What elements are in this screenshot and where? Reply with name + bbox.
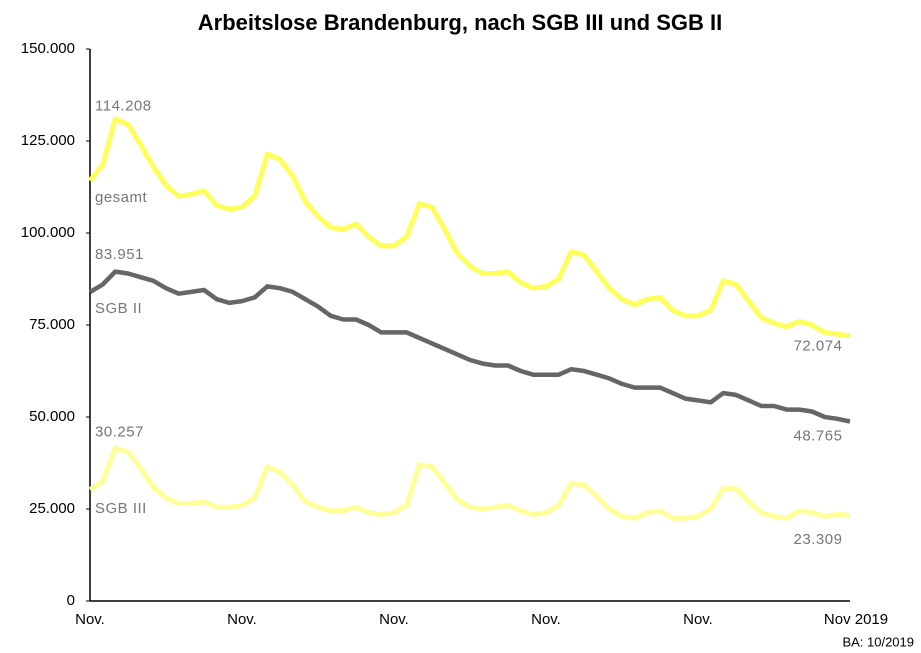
value-label: 30.257: [95, 424, 144, 441]
value-label: 23.309: [794, 531, 843, 548]
series-line: [88, 269, 851, 424]
series-label: gesamt: [95, 189, 148, 206]
value-label: 48.765: [794, 428, 843, 445]
y-tick-label: 150.000: [21, 40, 75, 57]
y-tick-label: 75.000: [29, 316, 75, 333]
series-line: [88, 116, 851, 339]
value-label: 83.951: [95, 246, 144, 263]
value-label: 114.208: [95, 98, 152, 115]
series-line: [88, 445, 851, 521]
series-label: SGB III: [95, 500, 147, 517]
y-tick-label: 0: [67, 592, 75, 609]
value-label: 72.074: [794, 338, 843, 355]
series-label: SGB II: [95, 300, 142, 317]
y-tick-label: 50.000: [29, 408, 75, 425]
x-tick-label: Nov.: [531, 611, 561, 628]
x-tick-label: Nov.: [683, 611, 713, 628]
y-tick-label: 125.000: [21, 132, 75, 149]
x-tick-label: Nov.: [227, 611, 257, 628]
y-tick-label: 25.000: [29, 500, 75, 517]
x-tick-label: Nov 2019: [824, 611, 888, 628]
y-tick-label: 100.000: [21, 224, 75, 241]
source: BA: 10/2019: [842, 634, 914, 649]
x-tick-label: Nov.: [379, 611, 409, 628]
chart-title: Arbeitslose Brandenburg, nach SGB III un…: [198, 10, 722, 35]
x-tick-label: Nov.: [75, 611, 105, 628]
